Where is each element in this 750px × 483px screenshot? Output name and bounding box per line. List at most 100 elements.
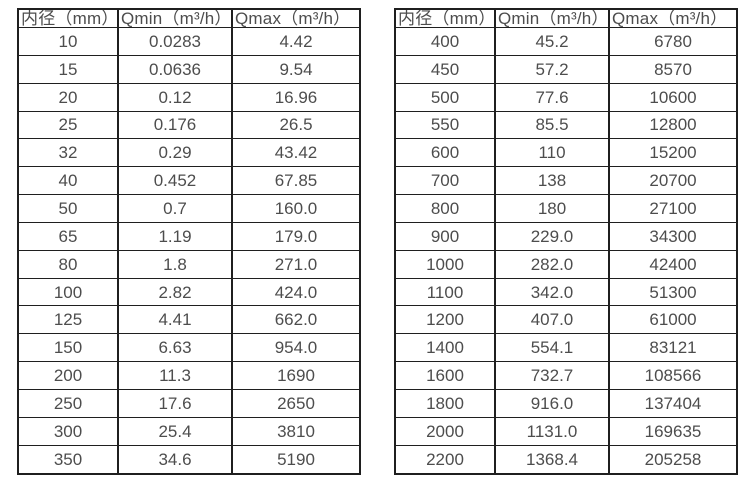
diameter-cell: 15 [17, 54, 119, 84]
diameter-cell: 250 [17, 388, 119, 418]
qmax-cell: 16.96 [231, 82, 361, 112]
qmin-cell: 110 [494, 138, 610, 168]
qmin-cell: 0.0636 [117, 54, 233, 84]
qmin-header: Qmin（m³/h） [117, 8, 233, 28]
qmin-cell: 554.1 [494, 333, 610, 363]
diameter-cell: 125 [17, 305, 119, 335]
table-row: 250 17.6 2650 [17, 388, 361, 418]
table-row: 125 4.41 662.0 [17, 305, 361, 335]
qmin-cell: 229.0 [494, 221, 610, 251]
table-row: 1800 916.0 137404 [394, 388, 738, 418]
qmax-cell: 179.0 [231, 221, 361, 251]
table-row: 900 229.0 34300 [394, 221, 738, 251]
table-row: 600 110 15200 [394, 138, 738, 168]
qmax-cell: 205258 [608, 444, 738, 475]
qmin-cell: 85.5 [494, 110, 610, 140]
diameter-cell: 1100 [394, 277, 496, 307]
table-row: 2000 1131.0 169635 [394, 416, 738, 446]
diameter-cell: 200 [17, 361, 119, 390]
qmin-cell: 6.63 [117, 333, 233, 363]
table-row: 80 1.8 271.0 [17, 249, 361, 279]
diameter-cell: 65 [17, 221, 119, 251]
qmax-cell: 43.42 [231, 138, 361, 168]
header-row: 内径（mm） Qmin（m³/h） Qmax（m³/h） [17, 8, 361, 28]
qmin-cell: 0.452 [117, 166, 233, 196]
qmin-cell: 17.6 [117, 388, 233, 418]
table-row: 1600 732.7 108566 [394, 361, 738, 390]
diameter-cell: 450 [394, 54, 496, 84]
table-row: 100 2.82 424.0 [17, 277, 361, 307]
table-row: 1000 282.0 42400 [394, 249, 738, 279]
diameter-cell: 1800 [394, 388, 496, 418]
table-row: 1200 407.0 61000 [394, 305, 738, 335]
qmin-cell: 0.7 [117, 194, 233, 223]
qmin-cell: 342.0 [494, 277, 610, 307]
qmax-cell: 169635 [608, 416, 738, 446]
diameter-cell: 150 [17, 333, 119, 363]
table-row: 1100 342.0 51300 [394, 277, 738, 307]
table-row: 450 57.2 8570 [394, 54, 738, 84]
qmin-cell: 11.3 [117, 361, 233, 390]
qmax-cell: 3810 [231, 416, 361, 446]
table-row: 25 0.176 26.5 [17, 110, 361, 140]
qmax-cell: 160.0 [231, 194, 361, 223]
diameter-cell: 100 [17, 277, 119, 307]
qmax-cell: 83121 [608, 333, 738, 363]
diameter-cell: 80 [17, 249, 119, 279]
qmax-header: Qmax（m³/h） [231, 8, 361, 28]
qmax-cell: 26.5 [231, 110, 361, 140]
table-row: 800 180 27100 [394, 194, 738, 223]
qmax-cell: 137404 [608, 388, 738, 418]
diameter-cell: 1000 [394, 249, 496, 279]
diameter-header: 内径（mm） [394, 8, 496, 28]
table-row: 20 0.12 16.96 [17, 82, 361, 112]
table-row: 32 0.29 43.42 [17, 138, 361, 168]
qmax-cell: 6780 [608, 27, 738, 56]
qmin-cell: 34.6 [117, 444, 233, 475]
qmin-cell: 1.19 [117, 221, 233, 251]
qmax-cell: 12800 [608, 110, 738, 140]
qmin-cell: 2.82 [117, 277, 233, 307]
diameter-cell: 550 [394, 110, 496, 140]
diameter-cell: 1200 [394, 305, 496, 335]
qmax-header: Qmax（m³/h） [608, 8, 738, 28]
diameter-cell: 700 [394, 166, 496, 196]
diameter-cell: 300 [17, 416, 119, 446]
qmax-cell: 424.0 [231, 277, 361, 307]
qmax-cell: 42400 [608, 249, 738, 279]
qmin-cell: 1368.4 [494, 444, 610, 475]
qmax-cell: 20700 [608, 166, 738, 196]
diameter-header: 内径（mm） [17, 8, 119, 28]
qmin-cell: 180 [494, 194, 610, 223]
qmin-cell: 57.2 [494, 54, 610, 84]
diameter-cell: 20 [17, 82, 119, 112]
qmin-cell: 4.41 [117, 305, 233, 335]
diameter-cell: 600 [394, 138, 496, 168]
qmax-cell: 108566 [608, 361, 738, 390]
qmax-cell: 4.42 [231, 27, 361, 56]
qmax-cell: 34300 [608, 221, 738, 251]
qmax-cell: 5190 [231, 444, 361, 475]
qmin-header: Qmin（m³/h） [494, 8, 610, 28]
diameter-cell: 500 [394, 82, 496, 112]
diameter-cell: 25 [17, 110, 119, 140]
table-row: 500 77.6 10600 [394, 82, 738, 112]
qmin-cell: 732.7 [494, 361, 610, 390]
diameter-cell: 350 [17, 444, 119, 475]
diameter-cell: 1600 [394, 361, 496, 390]
qmax-cell: 1690 [231, 361, 361, 390]
qmin-cell: 0.0283 [117, 27, 233, 56]
diameter-cell: 400 [394, 27, 496, 56]
qmin-cell: 1131.0 [494, 416, 610, 446]
qmax-cell: 67.85 [231, 166, 361, 196]
table-row: 10 0.0283 4.42 [17, 27, 361, 56]
qmax-cell: 9.54 [231, 54, 361, 84]
table-row: 400 45.2 6780 [394, 27, 738, 56]
qmax-cell: 15200 [608, 138, 738, 168]
qmax-cell: 271.0 [231, 249, 361, 279]
qmax-cell: 8570 [608, 54, 738, 84]
table-row: 350 34.6 5190 [17, 444, 361, 475]
table-row: 550 85.5 12800 [394, 110, 738, 140]
table-row: 15 0.0636 9.54 [17, 54, 361, 84]
